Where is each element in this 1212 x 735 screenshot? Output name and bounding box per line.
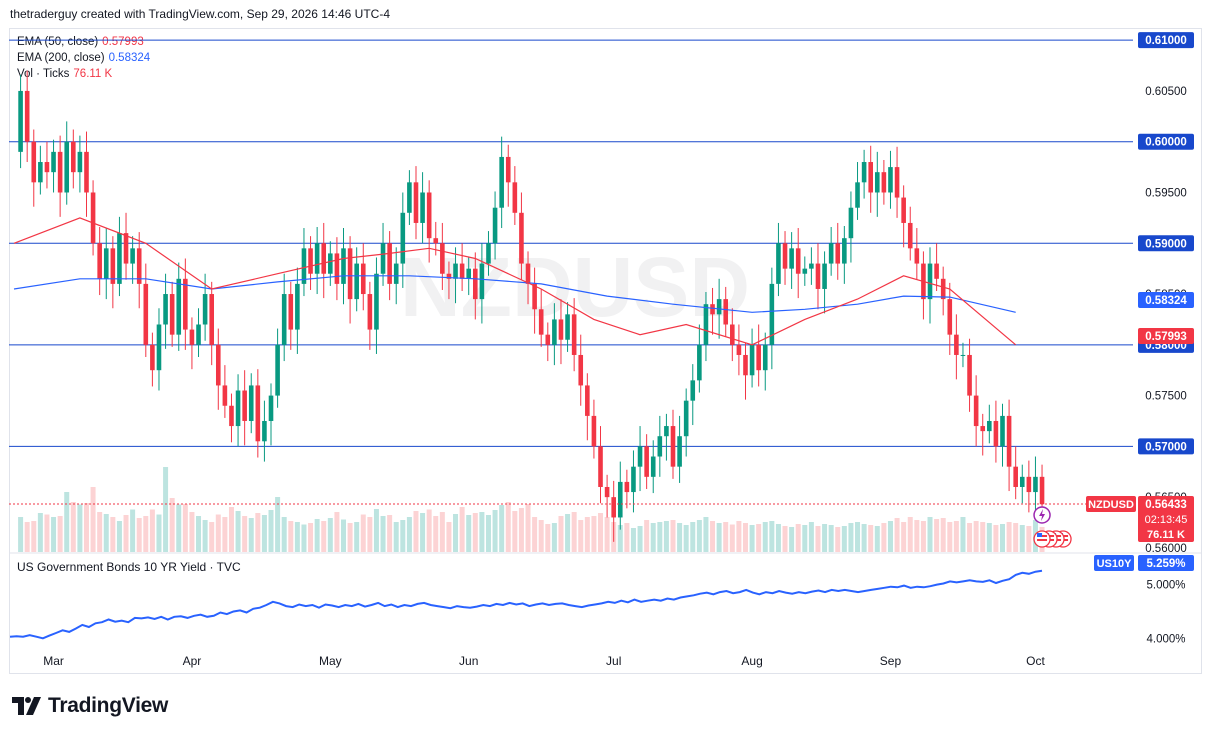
- tradingview-logo-icon: [12, 697, 41, 715]
- legend-ema50-value: 0.57993: [102, 36, 144, 48]
- tradingview-logo[interactable]: TradingView: [12, 694, 168, 718]
- subpane-title[interactable]: US Government Bonds 10 YR Yield · TVC: [17, 560, 241, 574]
- tradingview-brand: TradingView: [48, 694, 169, 717]
- legend-ema200-label: EMA (200, close): [17, 52, 105, 64]
- legend-volume[interactable]: Vol · Ticks 76.11 K: [17, 66, 112, 82]
- legend-ema200-value: 0.58324: [108, 52, 151, 64]
- legend-ema50[interactable]: EMA (50, close) 0.57993: [17, 34, 144, 50]
- legend-volume-value: 76.11 K: [73, 68, 113, 80]
- chart-attribution: thetraderguy created with TradingView.co…: [10, 7, 390, 21]
- legend-ema200[interactable]: EMA (200, close) 0.58324: [17, 50, 150, 66]
- legend-ema50-label: EMA (50, close): [17, 36, 99, 48]
- chart-frame: [9, 28, 1202, 674]
- legend-volume-label: Vol · Ticks: [17, 68, 70, 80]
